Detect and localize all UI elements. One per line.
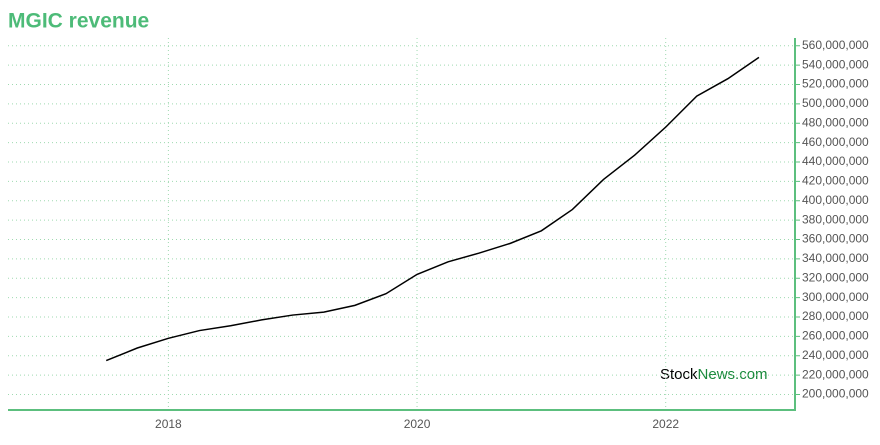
chart-title: MGIC revenue [8,10,149,33]
y-tick-label: 240,000,000 [802,348,869,362]
x-tick-label: 2020 [404,417,431,431]
y-tick-label: 440,000,000 [802,154,869,168]
y-tick-label: 360,000,000 [802,232,869,246]
y-tick-label: 540,000,000 [802,57,869,71]
y-tick-label: 260,000,000 [802,329,869,343]
y-tick-label: 280,000,000 [802,309,869,323]
y-tick-label: 520,000,000 [802,77,869,91]
y-tick-label: 460,000,000 [802,135,869,149]
y-tick-label: 320,000,000 [802,270,869,284]
watermark-part: News.com [698,366,768,383]
watermark-part: Stock [660,366,698,383]
y-tick-label: 480,000,000 [802,115,869,129]
x-tick-label: 2018 [155,417,182,431]
y-tick-label: 500,000,000 [802,96,869,110]
line [105,56,760,362]
y-tick-label: 380,000,000 [802,212,869,226]
y-tick-label: 420,000,000 [802,174,869,188]
y-tick-label: 560,000,000 [802,38,869,52]
watermark: StockNews.com [660,366,768,383]
y-tick-label: 300,000,000 [802,290,869,304]
y-tick-label: 200,000,000 [802,387,869,401]
y-tick-label: 400,000,000 [802,193,869,207]
x-tick-label: 2022 [652,417,679,431]
y-tick-label: 340,000,000 [802,251,869,265]
y-tick-label: 220,000,000 [802,367,869,381]
